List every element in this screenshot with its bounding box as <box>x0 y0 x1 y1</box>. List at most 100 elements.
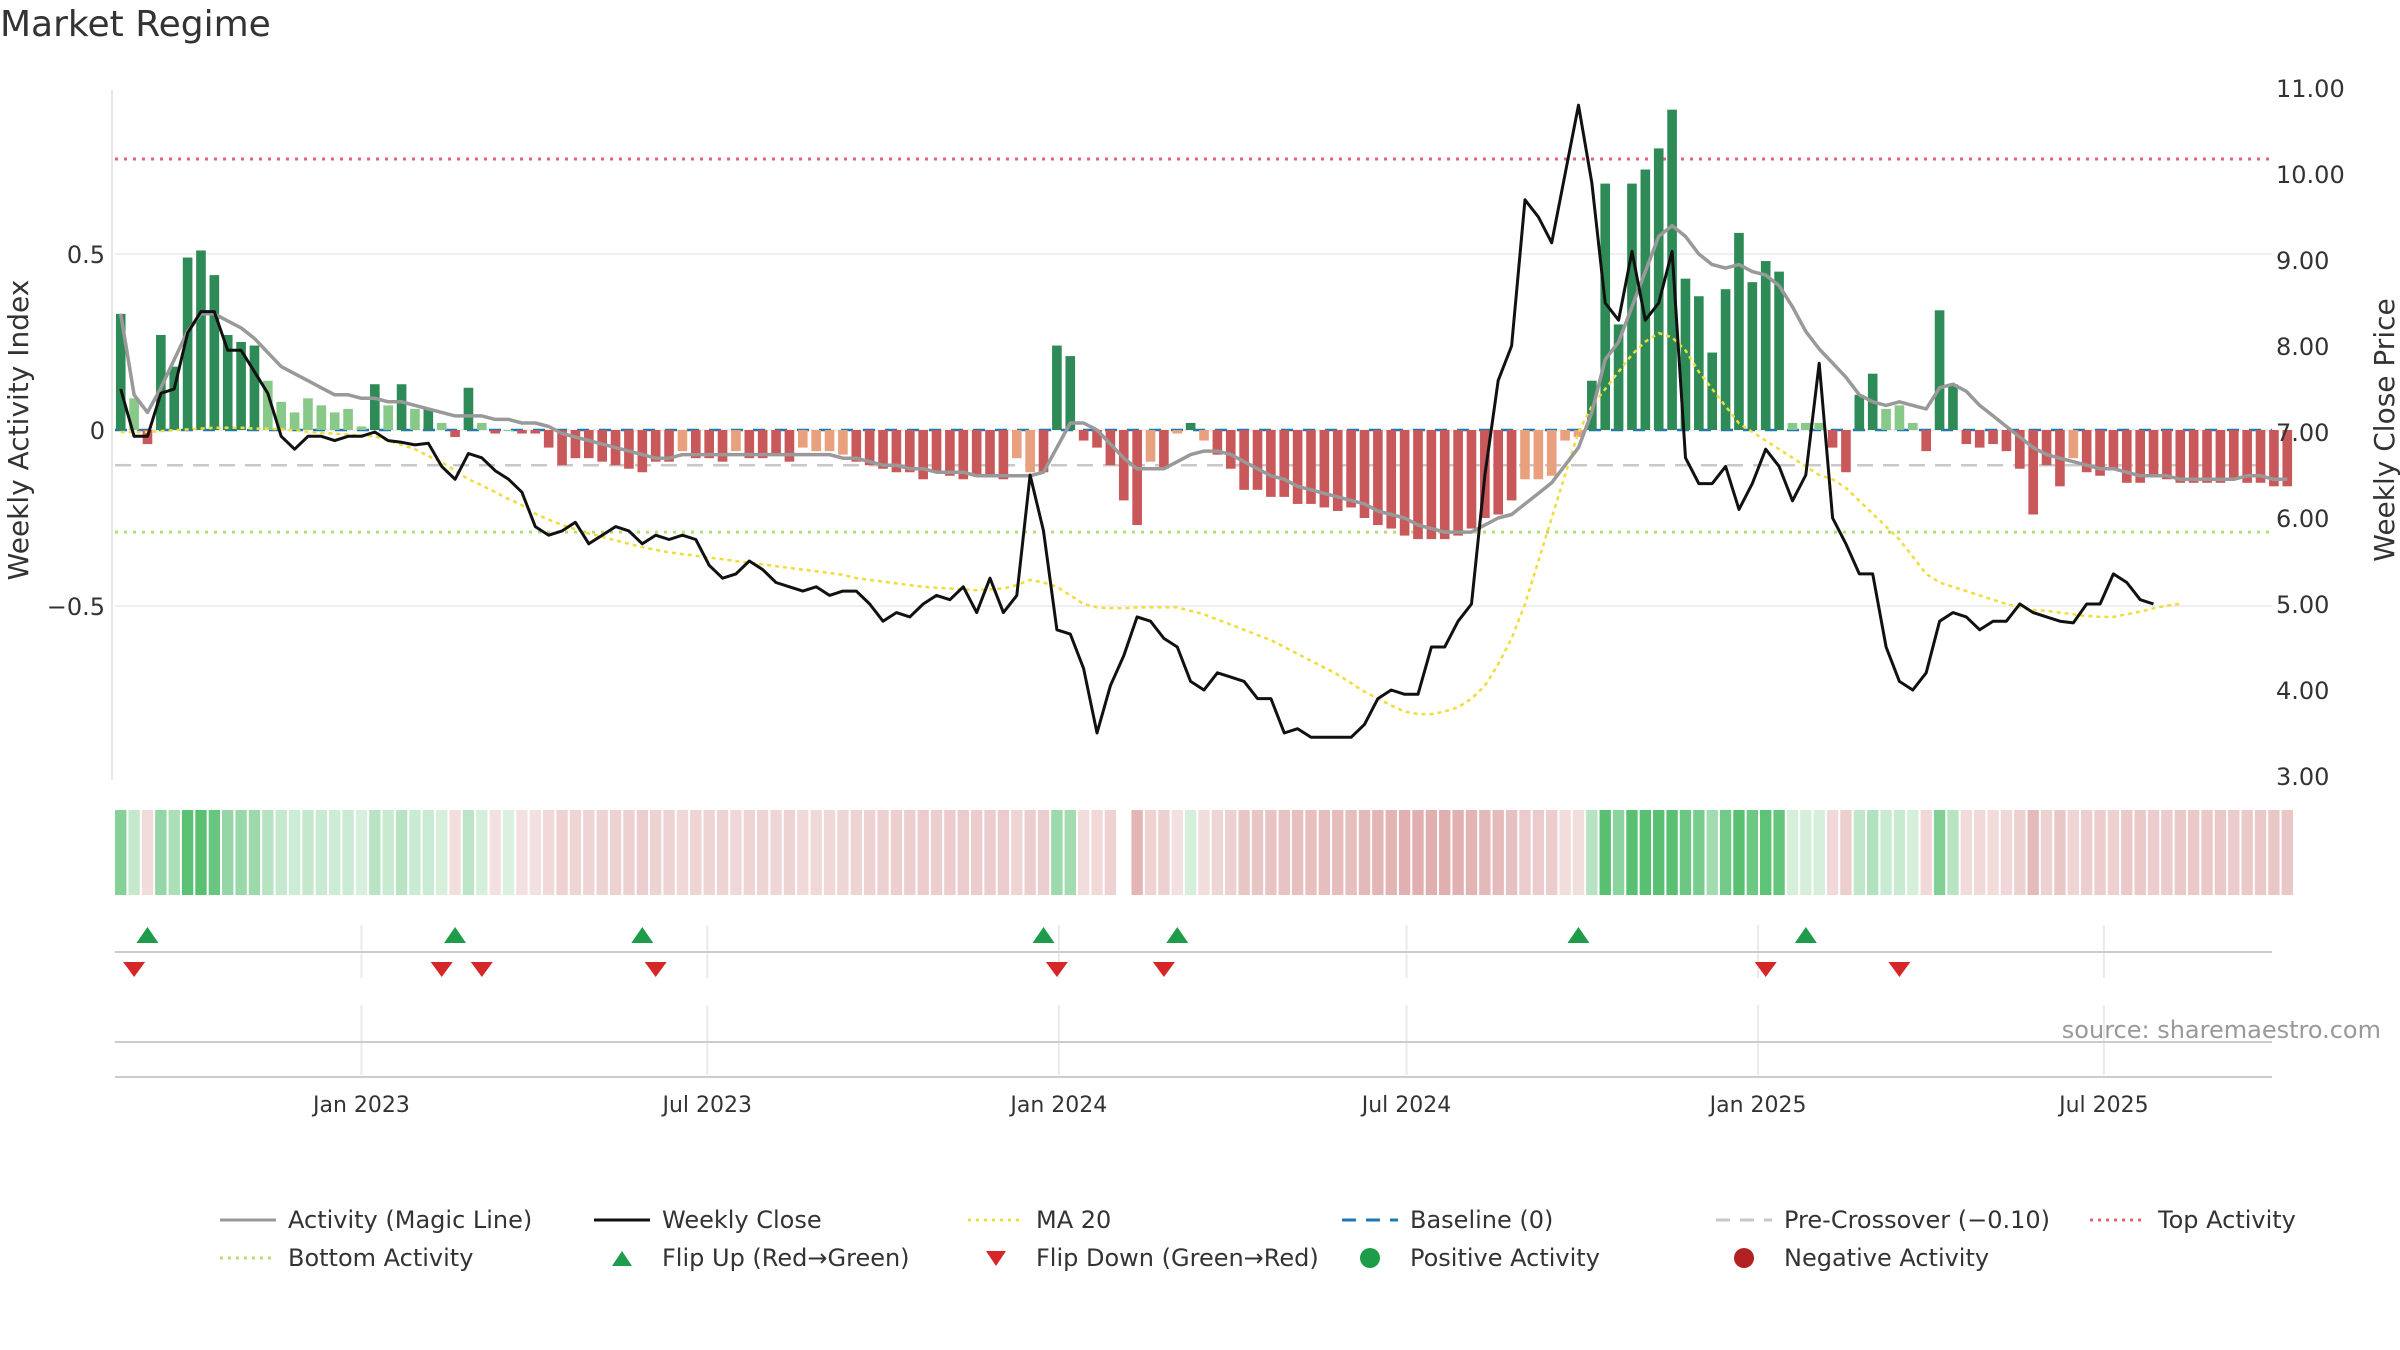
flip-up-marker <box>1032 927 1055 943</box>
activity-bar <box>2215 430 2226 483</box>
regime-cell <box>1974 810 1986 895</box>
activity-bar <box>410 408 420 430</box>
activity-bar <box>985 430 995 476</box>
activity-bar <box>1453 430 1463 536</box>
regime-cell <box>2027 810 2039 895</box>
activity-bar <box>289 412 300 430</box>
activity-bar <box>1078 430 1089 441</box>
regime-cell <box>222 810 234 895</box>
activity-bar <box>851 430 862 462</box>
regime-cell <box>863 810 876 895</box>
activity-bar <box>2242 430 2252 483</box>
regime-cell <box>1867 810 1879 895</box>
regime-cell <box>703 810 715 895</box>
source-credit: source: sharemaestro.com <box>2061 1016 2381 1044</box>
legend-swatch-icon <box>1716 1218 1772 1222</box>
activity-bar <box>1493 430 1504 515</box>
activity-bar <box>1600 183 1611 430</box>
activity-bar <box>1199 430 1209 441</box>
regime-cell <box>2121 810 2133 895</box>
activity-bar <box>1105 430 1116 466</box>
activity-bar <box>2175 430 2186 483</box>
regime-cell <box>1947 810 1959 895</box>
regime-cell <box>1171 810 1183 895</box>
regime-cell <box>1746 810 1759 895</box>
regime-cell <box>1358 810 1371 895</box>
regime-cell <box>1706 810 1718 895</box>
activity-bar <box>2014 430 2025 469</box>
activity-bar <box>1065 356 1076 430</box>
regime-cell <box>1479 810 1491 895</box>
flip-down-marker <box>1754 962 1777 977</box>
regime-cell <box>850 810 862 895</box>
y-right-tick-label: 10.00 <box>2276 161 2345 189</box>
y-right-tick-label: 3.00 <box>2276 763 2329 791</box>
regime-cell <box>569 810 582 895</box>
y-left-tick-label: −0.5 <box>47 593 105 621</box>
activity-bar <box>2282 430 2293 487</box>
activity-bar <box>717 430 728 462</box>
regime-cell <box>1760 810 1772 895</box>
regime-cell <box>355 810 368 895</box>
regime-cell <box>810 810 822 895</box>
regime-cell <box>275 810 287 895</box>
activity-bar <box>971 430 982 476</box>
activity-bar <box>557 430 567 466</box>
legend-swatch-icon <box>1342 1218 1398 1222</box>
regime-cell <box>890 810 903 895</box>
flip-up-marker <box>444 927 467 943</box>
activity-bar <box>583 430 594 459</box>
activity-bar <box>1306 430 1316 504</box>
regime-cell <box>1225 810 1237 895</box>
regime-cell <box>1077 810 1090 895</box>
activity-bar <box>1520 430 1530 480</box>
activity-bar <box>1092 430 1102 448</box>
activity-bar <box>2121 430 2132 483</box>
activity-bar <box>1346 430 1356 508</box>
regime-cell <box>1679 810 1692 895</box>
regime-cell <box>489 810 501 895</box>
regime-cell <box>930 810 943 895</box>
legend-label: Negative Activity <box>1784 1244 1990 1272</box>
x-tick-label: Jul 2023 <box>661 1093 753 1118</box>
regime-cell <box>2014 810 2026 895</box>
activity-bar <box>1774 271 1784 430</box>
regime-cell <box>1144 810 1157 895</box>
activity-bar <box>543 430 554 448</box>
activity-bar <box>1680 278 1691 430</box>
regime-cell <box>1198 810 1210 895</box>
activity-bar <box>1854 394 1865 430</box>
activity-bar <box>1934 310 1945 430</box>
regime-cell <box>1318 810 1331 895</box>
activity-bar <box>637 430 648 473</box>
regime-cell <box>556 810 568 895</box>
regime-cell <box>2107 810 2120 895</box>
regime-cell <box>783 810 796 895</box>
activity-bar <box>1974 430 1985 448</box>
flip-down-marker <box>470 962 493 977</box>
activity-bar <box>1640 169 1651 430</box>
activity-bar <box>2001 430 2012 452</box>
regime-cell <box>1505 810 1518 895</box>
regime-cell <box>1813 810 1825 895</box>
regime-cell <box>369 810 381 895</box>
regime-cell <box>2187 810 2200 895</box>
regime-cell <box>1051 810 1063 895</box>
regime-cell <box>2268 810 2280 895</box>
regime-cell <box>1987 810 1999 895</box>
regime-cell <box>2201 810 2213 895</box>
activity-bar <box>2041 430 2052 466</box>
flip-down-marker <box>1152 962 1175 977</box>
flip-up-marker <box>631 927 654 943</box>
regime-cell <box>329 810 341 895</box>
regime-cell <box>944 810 956 895</box>
regime-cell <box>2254 810 2267 895</box>
legend-label: Bottom Activity <box>288 1244 474 1272</box>
regime-cell <box>1532 810 1545 895</box>
activity-bar <box>1546 430 1557 476</box>
legend-swatch-icon <box>220 1218 276 1222</box>
regime-cell <box>596 810 608 895</box>
regime-cell <box>756 810 769 895</box>
regime-cell <box>395 810 408 895</box>
regime-cell <box>181 810 194 895</box>
